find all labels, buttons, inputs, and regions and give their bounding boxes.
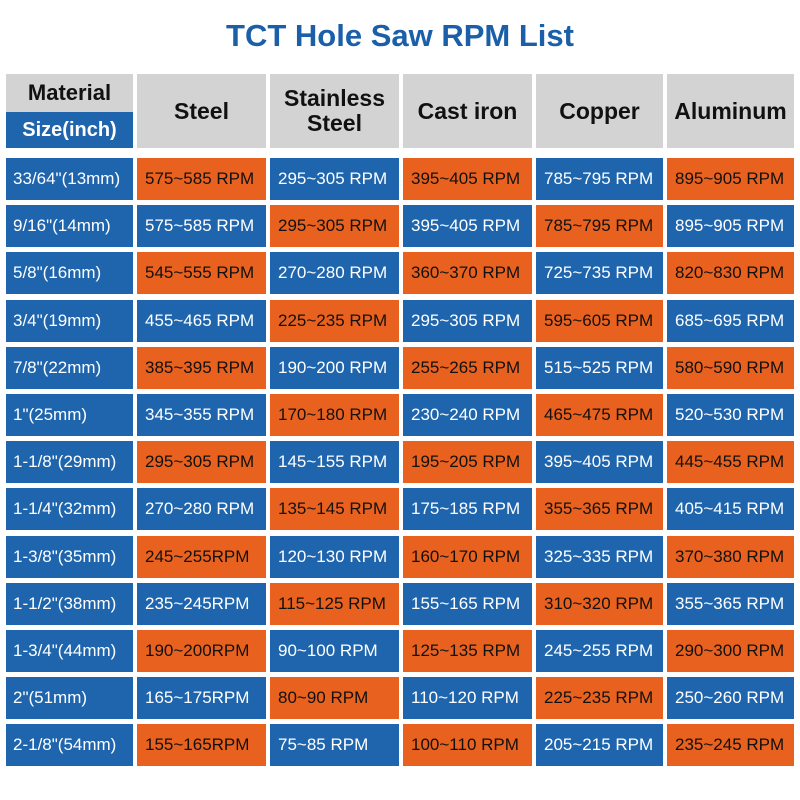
table-row: 7/8"(22mm) 385~395 RPM 190~200 RPM 255~265 … — [6, 347, 794, 389]
rpm-cell: 360~370 RPM — [403, 252, 532, 294]
rpm-cell: 355~365 RPM — [536, 488, 663, 530]
rpm-cell: 395~405 RPM — [403, 205, 532, 247]
rpm-cell: 295~305 RPM — [137, 441, 266, 483]
rpm-cell: 120~130 RPM — [270, 536, 399, 578]
size-header: Size(inch) — [6, 112, 133, 148]
size-cell: 9/16"(14mm) — [6, 205, 133, 247]
rpm-cell: 355~365 RPM — [667, 583, 794, 625]
rpm-cell: 80~90 RPM — [270, 677, 399, 719]
rpm-cell: 245~255 RPM — [536, 630, 663, 672]
rpm-cell: 785~795 RPM — [536, 205, 663, 247]
rpm-cell: 125~135 RPM — [403, 630, 532, 672]
rpm-cell: 115~125 RPM — [270, 583, 399, 625]
rpm-cell: 545~555 RPM — [137, 252, 266, 294]
rpm-cell: 110~120 RPM — [403, 677, 532, 719]
rpm-cell: 595~605 RPM — [536, 300, 663, 342]
table-row: 1-3/4"(44mm) 190~200RPM 90~100 RPM 125~135 … — [6, 630, 794, 672]
table-row: 1"(25mm) 345~355 RPM 170~180 RPM 230~240 RP… — [6, 394, 794, 436]
rpm-cell: 155~165 RPM — [403, 583, 532, 625]
size-cell: 1-1/4"(32mm) — [6, 488, 133, 530]
rpm-cell: 235~245RPM — [137, 583, 266, 625]
column-header-aluminum: Aluminum — [667, 74, 794, 148]
size-cell: 2"(51mm) — [6, 677, 133, 719]
rpm-cell: 170~180 RPM — [270, 394, 399, 436]
size-cell: 2-1/8"(54mm) — [6, 724, 133, 766]
rpm-cell: 520~530 RPM — [667, 394, 794, 436]
size-cell: 1-3/4"(44mm) — [6, 630, 133, 672]
rpm-cell: 145~155 RPM — [270, 441, 399, 483]
column-header-stainless-steel: Stainless Steel — [270, 74, 399, 148]
table-row: 2"(51mm) 165~175RPM 80~90 RPM 110~120 RPM 22… — [6, 677, 794, 719]
rpm-cell: 255~265 RPM — [403, 347, 532, 389]
table-row: 9/16"(14mm) 575~585 RPM 295~305 RPM 395~405… — [6, 205, 794, 247]
size-cell: 33/64"(13mm) — [6, 158, 133, 200]
rpm-cell: 820~830 RPM — [667, 252, 794, 294]
rpm-cell: 160~170 RPM — [403, 536, 532, 578]
rpm-cell: 580~590 RPM — [667, 347, 794, 389]
rpm-cell: 395~405 RPM — [403, 158, 532, 200]
rpm-cell: 195~205 RPM — [403, 441, 532, 483]
table-row: 1-3/8"(35mm) 245~255RPM 120~130 RPM 160~170… — [6, 536, 794, 578]
rpm-cell: 235~245 RPM — [667, 724, 794, 766]
rpm-cell: 455~465 RPM — [137, 300, 266, 342]
material-header: Material — [6, 74, 133, 112]
rpm-cell: 385~395 RPM — [137, 347, 266, 389]
rpm-cell: 190~200RPM — [137, 630, 266, 672]
rpm-cell: 445~455 RPM — [667, 441, 794, 483]
rpm-cell: 515~525 RPM — [536, 347, 663, 389]
rpm-cell: 230~240 RPM — [403, 394, 532, 436]
rpm-cell: 325~335 RPM — [536, 536, 663, 578]
size-cell: 1-1/8"(29mm) — [6, 441, 133, 483]
rpm-cell: 270~280 RPM — [137, 488, 266, 530]
rpm-cell: 225~235 RPM — [270, 300, 399, 342]
rpm-cell: 250~260 RPM — [667, 677, 794, 719]
rpm-cell: 155~165RPM — [137, 724, 266, 766]
rpm-cell: 75~85 RPM — [270, 724, 399, 766]
rpm-cell: 310~320 RPM — [536, 583, 663, 625]
size-cell: 1-3/8"(35mm) — [6, 536, 133, 578]
table-row: 33/64"(13mm) 575~585 RPM 295~305 RPM 395~40… — [6, 158, 794, 200]
rpm-cell: 345~355 RPM — [137, 394, 266, 436]
table-row: 2-1/8"(54mm) 155~165RPM 75~85 RPM 100~110 R… — [6, 724, 794, 766]
rpm-cell: 785~795 RPM — [536, 158, 663, 200]
rpm-cell: 270~280 RPM — [270, 252, 399, 294]
rpm-cell: 465~475 RPM — [536, 394, 663, 436]
rpm-cell: 575~585 RPM — [137, 158, 266, 200]
rpm-cell: 100~110 RPM — [403, 724, 532, 766]
table-row: 1-1/8"(29mm) 295~305 RPM 145~155 RPM 195~20… — [6, 441, 794, 483]
column-header-cast-iron: Cast iron — [403, 74, 532, 148]
rpm-cell: 895~905 RPM — [667, 205, 794, 247]
rpm-cell: 725~735 RPM — [536, 252, 663, 294]
rpm-cell: 205~215 RPM — [536, 724, 663, 766]
table-row: 3/4"(19mm) 455~465 RPM 225~235 RPM 295~305 … — [6, 300, 794, 342]
rpm-cell: 190~200 RPM — [270, 347, 399, 389]
rpm-cell: 395~405 RPM — [536, 441, 663, 483]
size-cell: 1"(25mm) — [6, 394, 133, 436]
rpm-cell: 295~305 RPM — [270, 158, 399, 200]
rpm-cell: 405~415 RPM — [667, 488, 794, 530]
rpm-cell: 135~145 RPM — [270, 488, 399, 530]
table-row: 1-1/2"(38mm) 235~245RPM 115~125 RPM 155~165… — [6, 583, 794, 625]
size-cell: 7/8"(22mm) — [6, 347, 133, 389]
rpm-cell: 295~305 RPM — [270, 205, 399, 247]
size-cell: 3/4"(19mm) — [6, 300, 133, 342]
rpm-cell: 895~905 RPM — [667, 158, 794, 200]
rpm-cell: 245~255RPM — [137, 536, 266, 578]
column-header-copper: Copper — [536, 74, 663, 148]
rpm-cell: 685~695 RPM — [667, 300, 794, 342]
size-cell: 5/8"(16mm) — [6, 252, 133, 294]
rpm-cell: 290~300 RPM — [667, 630, 794, 672]
rpm-cell: 370~380 RPM — [667, 536, 794, 578]
rpm-cell: 295~305 RPM — [403, 300, 532, 342]
table-row: 1-1/4"(32mm) 270~280 RPM 135~145 RPM 175~18… — [6, 488, 794, 530]
rpm-cell: 90~100 RPM — [270, 630, 399, 672]
rpm-cell: 225~235 RPM — [536, 677, 663, 719]
size-cell: 1-1/2"(38mm) — [6, 583, 133, 625]
rpm-cell: 575~585 RPM — [137, 205, 266, 247]
column-header-steel: Steel — [137, 74, 266, 148]
page-title: TCT Hole Saw RPM List — [226, 18, 574, 53]
table-row: 5/8"(16mm) 545~555 RPM 270~280 RPM 360~370 … — [6, 252, 794, 294]
rpm-cell: 175~185 RPM — [403, 488, 532, 530]
rpm-cell: 165~175RPM — [137, 677, 266, 719]
